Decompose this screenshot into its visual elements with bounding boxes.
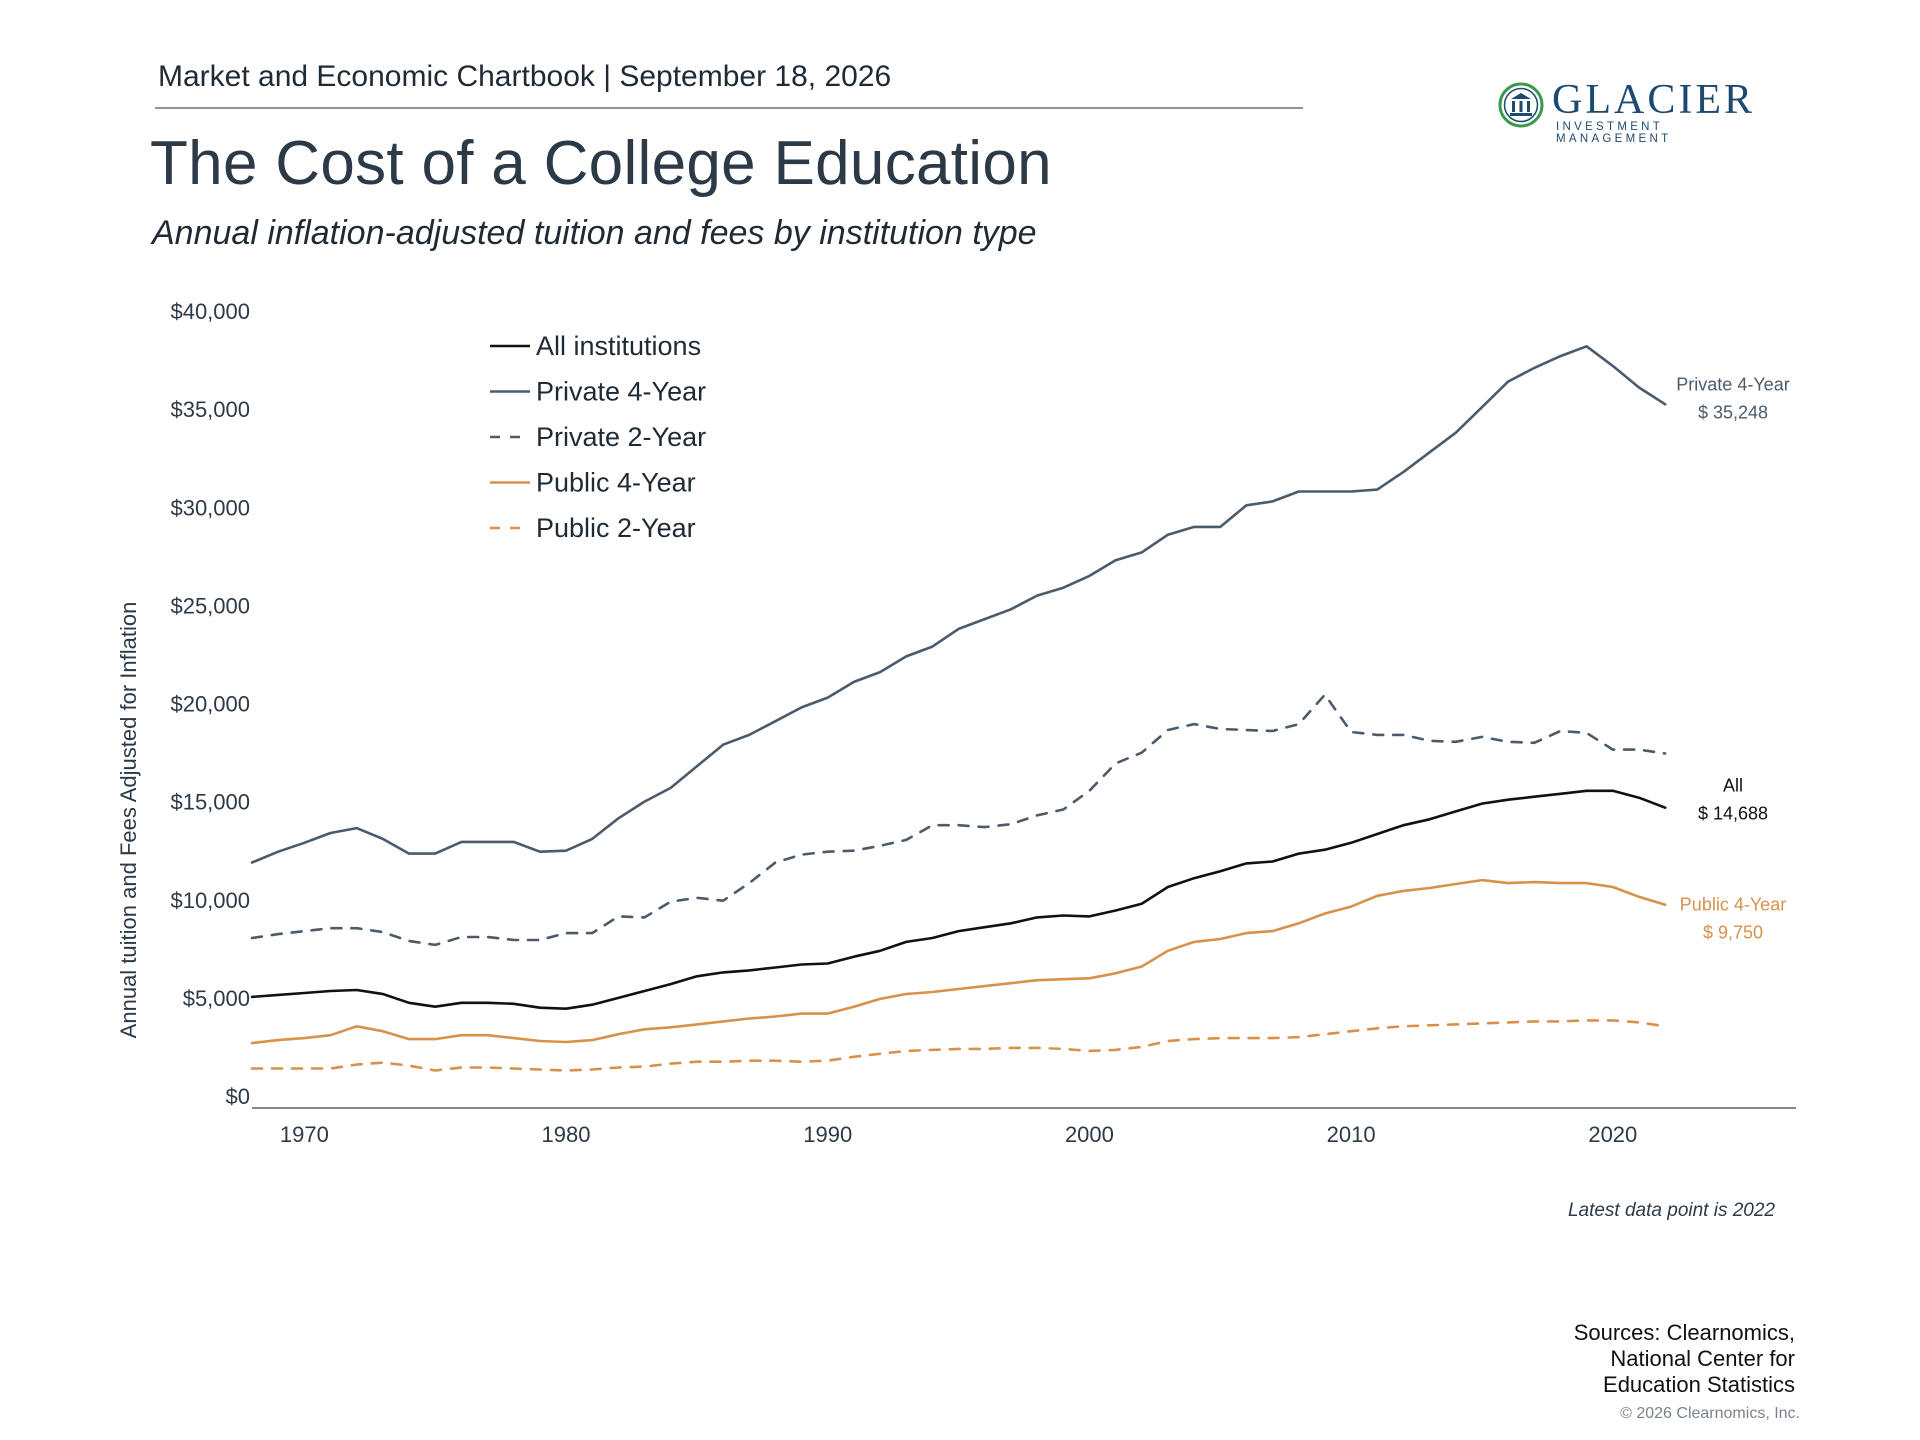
source-line: Education Statistics [1603,1372,1795,1397]
building-columns-icon [1498,82,1544,128]
y-tick-label: $15,000 [170,790,250,815]
series-line-private-2-year [250,693,1667,947]
legend-label: Private 4-Year [536,377,706,407]
x-tick-label: 2020 [1588,1122,1637,1147]
x-tick-label: 1980 [542,1122,591,1147]
y-axis: $0 $5,000 $10,000 $15,000 $20,000 $25,000 $30,… [170,299,250,1109]
legend: All institutions Private 4-Year Private 2-… [490,331,706,543]
legend-label: Private 2-Year [536,422,706,452]
latest-data-note: Latest data point is 2022 [1567,1200,1775,1221]
x-tick-label: 2010 [1327,1122,1376,1147]
y-tick-label: $10,000 [170,888,250,913]
chartbook-header: Market and Economic Chartbook | Septembe… [158,60,892,93]
source-line: Sources: Clearnomics, [1573,1320,1795,1345]
y-axis-title: Annual tuition and Fees Adjusted for Inf… [116,602,141,1039]
series-line-public-2-year [250,1019,1667,1072]
sources: Sources: Clearnomics, National Center fo… [1480,1320,1795,1398]
series-line-public-4-year [250,878,1667,1045]
copyright: © 2026 Clearnomics, Inc. [1620,1405,1800,1422]
end-label-value: $ 35,248 [1698,402,1768,422]
y-tick-label: $20,000 [170,692,250,717]
logo-wordmark: GLACIER [1552,77,1755,123]
page-title: The Cost of a College Education [150,129,1052,198]
legend-label: All institutions [536,331,701,361]
source-line: National Center for [1610,1346,1795,1371]
page-subtitle: Annual inflation-adjusted tuition and fe… [152,214,1037,252]
series-line-private-4-year [250,344,1667,864]
x-axis: 1970 1980 1990 2000 2010 2020 [252,1107,1796,1147]
y-tick-label: $5,000 [183,986,250,1011]
end-label-value: $ 9,750 [1703,923,1763,943]
glacier-logo: GLACIER INVESTMENT MANAGEMENT [1498,77,1768,145]
x-tick-label: 1970 [280,1122,329,1147]
x-tick-label: 1990 [803,1122,852,1147]
y-tick-label: $0 [226,1084,250,1109]
end-label-value: $ 14,688 [1698,804,1768,824]
legend-label: Public 4-Year [536,468,696,498]
end-label-name: Public 4-Year [1680,895,1786,915]
header-divider [155,107,1303,109]
series-line-all-institutions [250,789,1667,1011]
legend-label: Public 2-Year [536,513,696,543]
logo-tagline: INVESTMENT MANAGEMENT [1556,121,1672,145]
end-label-name: Private 4-Year [1676,374,1789,394]
series-lines [250,344,1667,1072]
x-tick-label: 2000 [1065,1122,1114,1147]
end-labels: Private 4-Year $ 35,248 All $ 14,688 Public … [1676,374,1789,942]
y-tick-label: $40,000 [170,299,250,324]
y-tick-label: $30,000 [170,495,250,520]
end-label-name: All [1723,776,1743,796]
y-tick-label: $25,000 [170,593,250,618]
y-tick-label: $35,000 [170,397,250,422]
